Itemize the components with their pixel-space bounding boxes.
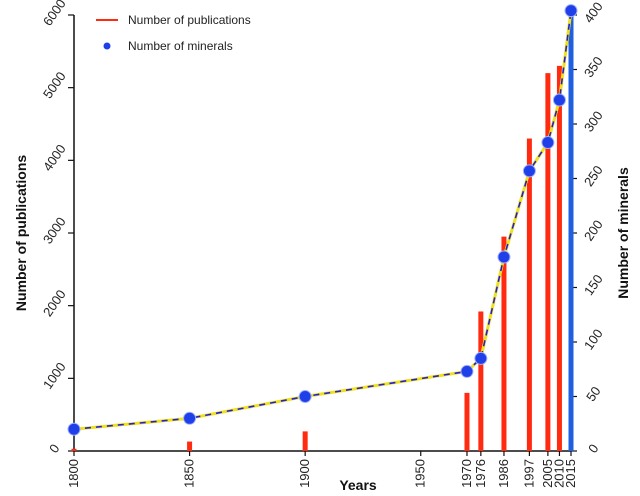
publication-bar xyxy=(556,65,562,451)
mineral-point xyxy=(522,164,536,178)
x-tick-label: 1970 xyxy=(459,459,474,488)
x-tick-label: 2005 xyxy=(540,459,555,488)
publication-bar xyxy=(501,236,507,451)
legend-minerals-marker xyxy=(103,42,111,50)
mineral-point xyxy=(497,250,511,264)
y-right-tick-label: 400 xyxy=(581,0,606,26)
mineral-point xyxy=(67,422,81,436)
x-axis-title: Years xyxy=(339,477,377,493)
y-right-tick-label: 150 xyxy=(581,272,606,298)
publication-bar xyxy=(568,15,574,451)
y-right-tick-label: 350 xyxy=(581,54,606,80)
y-right-tick-label: 200 xyxy=(581,217,606,243)
x-tick-label: 1986 xyxy=(496,459,511,488)
legend-publications-label: Number of publications xyxy=(128,13,251,27)
publication-bar xyxy=(464,392,470,451)
minerals-line-dash xyxy=(73,10,572,430)
y-right-tick-label: 300 xyxy=(581,108,606,134)
points-layer xyxy=(67,4,578,436)
y-left-tick-label: 0 xyxy=(46,441,62,456)
x-tick-label: 1800 xyxy=(66,459,81,488)
mineral-point xyxy=(460,364,474,378)
y-left-tick-label: 4000 xyxy=(40,142,69,174)
mineral-point xyxy=(552,93,566,107)
x-tick-label: 1900 xyxy=(297,459,312,488)
y-left-tick-label: 2000 xyxy=(40,287,69,319)
publication-bar xyxy=(187,441,193,451)
y-right-tick-label: 250 xyxy=(581,163,606,189)
y-left-tick-label: 6000 xyxy=(40,0,69,29)
mineral-point xyxy=(298,390,312,403)
mineral-point xyxy=(183,411,197,425)
y-right-tick-label: 0 xyxy=(585,441,601,456)
line-layer xyxy=(73,10,573,431)
minerals-line xyxy=(73,10,573,431)
x-tick-label: 1950 xyxy=(413,459,428,488)
publication-bar xyxy=(526,138,532,452)
x-tick-label: 2015 xyxy=(563,459,578,488)
x-tick-label: 2010 xyxy=(551,459,566,488)
x-tick-label: 1997 xyxy=(521,459,536,488)
mineral-point xyxy=(564,4,578,18)
publication-bar xyxy=(302,431,308,451)
y-axis-left-title: Number of publications xyxy=(13,155,29,312)
legend-minerals-label: Number of minerals xyxy=(128,39,233,53)
x-tick-label: 1850 xyxy=(182,459,197,488)
y-right-tick-label: 100 xyxy=(581,326,606,352)
publication-bar xyxy=(545,73,551,451)
y-axis-right-title: Number of minerals xyxy=(615,167,631,299)
mineral-point xyxy=(541,136,555,150)
publication-bar xyxy=(71,448,77,451)
y-left-tick-label: 3000 xyxy=(40,214,69,246)
y-left-tick-label: 1000 xyxy=(40,360,69,392)
axes-layer: 0 1000 2000 3000 4000 5000 6000 0 50 100 150 200 250… xyxy=(40,0,606,488)
y-left-tick-label: 5000 xyxy=(40,69,69,101)
mineral-point xyxy=(474,351,488,365)
y-right-tick-label: 50 xyxy=(583,384,604,404)
bars-layer xyxy=(71,15,574,452)
legend: Number of publications Number of mineral… xyxy=(96,13,251,53)
x-tick-label: 1976 xyxy=(473,459,488,488)
publication-bar xyxy=(478,311,484,451)
